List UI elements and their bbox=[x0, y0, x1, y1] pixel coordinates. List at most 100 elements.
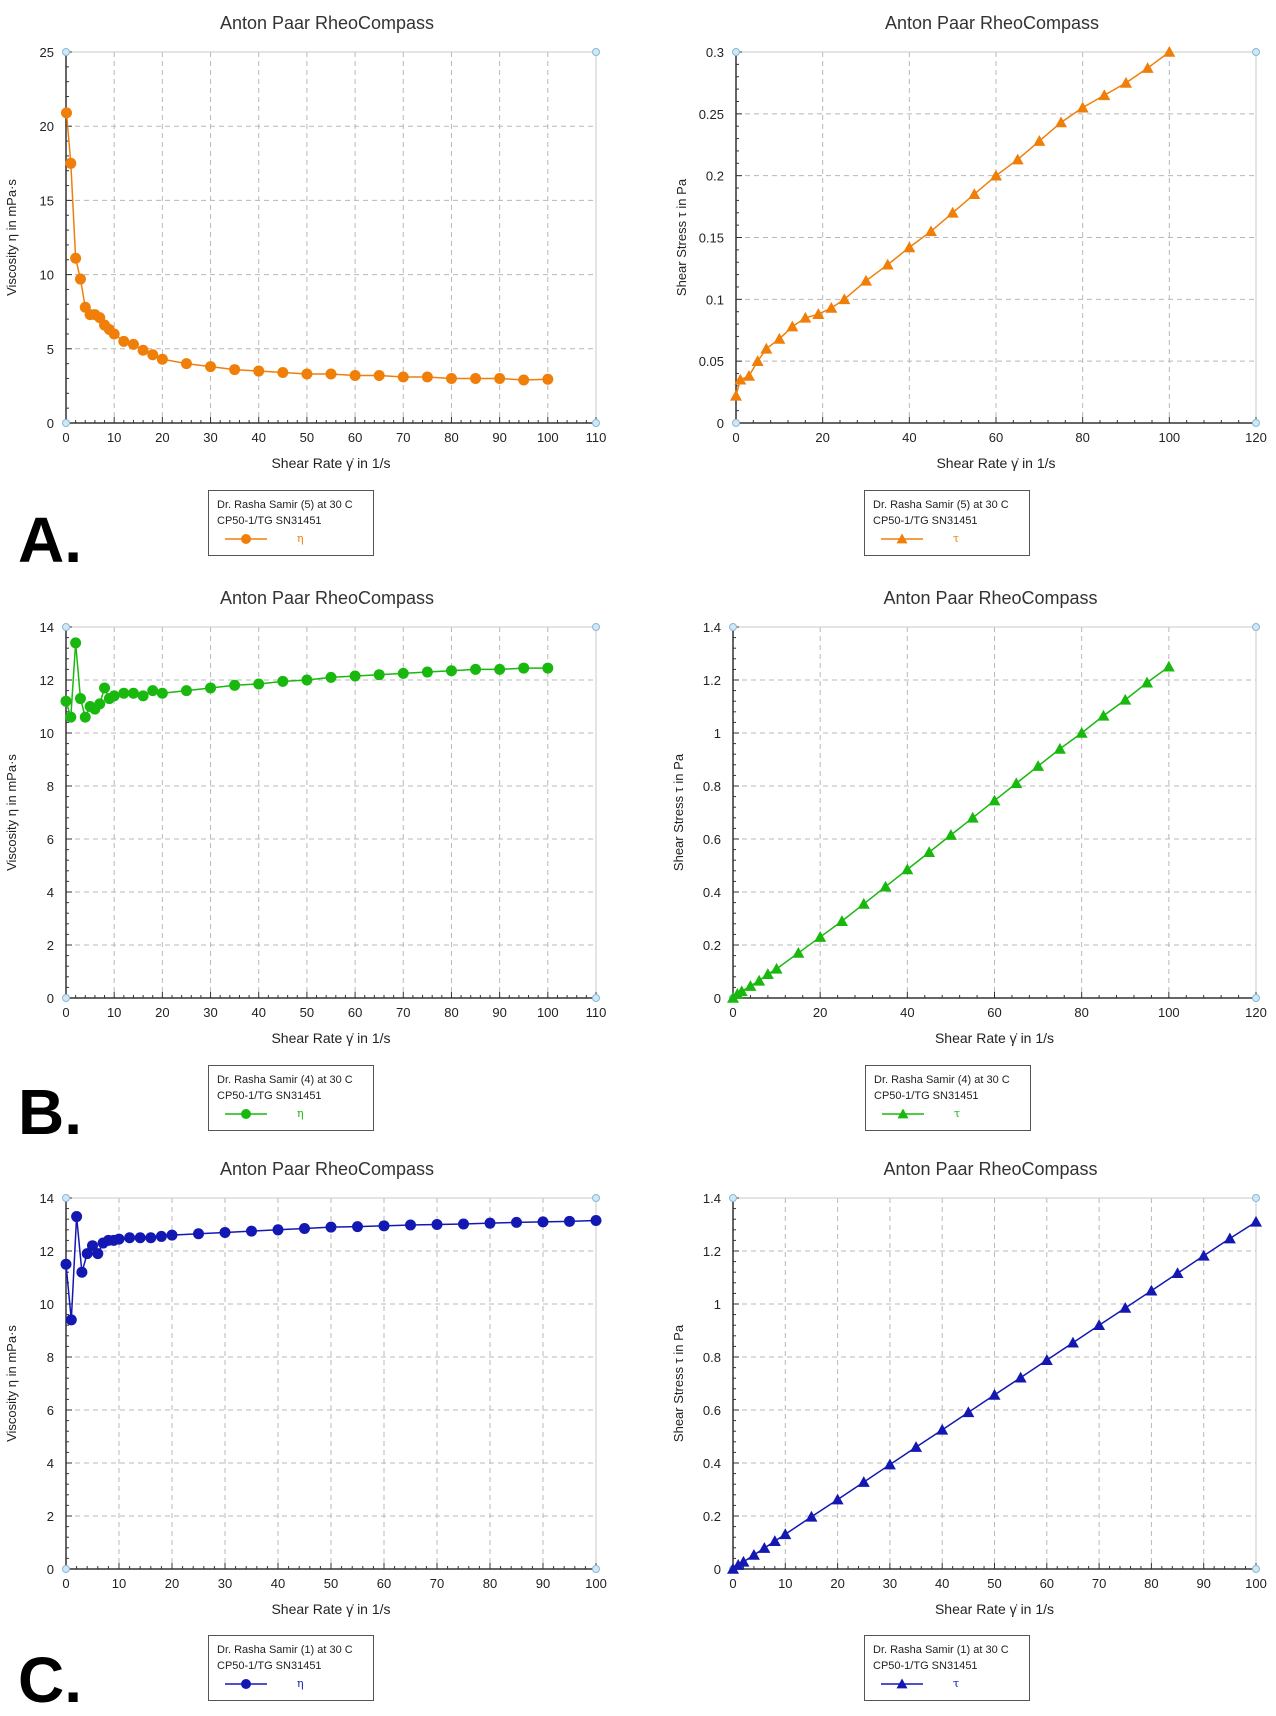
x-tick-label: 10 bbox=[112, 1576, 126, 1591]
data-point bbox=[65, 157, 77, 169]
y-tick-label: 8 bbox=[47, 1350, 54, 1365]
data-point bbox=[156, 353, 168, 365]
y-tick-label: 0.6 bbox=[703, 832, 721, 847]
axis-corner-handle bbox=[592, 994, 600, 1002]
x-tick-label: 10 bbox=[107, 1005, 121, 1020]
y-tick-label: 1.4 bbox=[703, 1191, 721, 1206]
legend-text: CP50-1/TG SN31451 bbox=[217, 1090, 322, 1102]
x-tick-label: 0 bbox=[732, 430, 739, 445]
data-point bbox=[373, 669, 385, 681]
data-point bbox=[962, 1406, 975, 1418]
data-point bbox=[946, 206, 959, 218]
data-point bbox=[768, 1535, 781, 1546]
data-point bbox=[219, 1226, 231, 1238]
x-tick-label: 70 bbox=[396, 430, 410, 445]
data-point bbox=[825, 301, 838, 313]
data-point bbox=[542, 373, 554, 385]
data-point bbox=[99, 319, 111, 331]
legend-series-name: η bbox=[297, 1107, 304, 1120]
legend-series-name: η bbox=[297, 1677, 304, 1690]
legend-box: Dr. Rasha Samir (1) at 30 C CP50-1/TG SN3… bbox=[208, 1635, 374, 1701]
x-tick-label: 60 bbox=[348, 430, 362, 445]
data-point bbox=[747, 1548, 760, 1560]
x-tick-label: 30 bbox=[203, 430, 217, 445]
data-point bbox=[990, 169, 1002, 181]
y-tick-label: 25 bbox=[40, 45, 54, 60]
data-point bbox=[737, 1555, 750, 1567]
y-tick-label: 15 bbox=[40, 193, 54, 208]
y-tick-label: 12 bbox=[40, 673, 54, 688]
axis-corner-handle bbox=[62, 48, 70, 56]
y-tick-label: 1.2 bbox=[703, 1244, 721, 1259]
data-point bbox=[147, 685, 159, 697]
data-point bbox=[113, 1233, 125, 1245]
x-tick-label: 80 bbox=[1075, 430, 1089, 445]
data-point bbox=[92, 1248, 104, 1260]
legend-box: Dr. Rasha Samir (5) at 30 C CP50-1/TG SN3… bbox=[208, 490, 374, 556]
x-tick-label: 120 bbox=[1245, 430, 1267, 445]
y-tick-label: 4 bbox=[47, 885, 54, 900]
data-point bbox=[1120, 76, 1132, 88]
data-point bbox=[1076, 101, 1089, 113]
panel-letter-a: A. bbox=[18, 504, 82, 576]
x-axis-label: Shear Rate γ̇ in 1/s bbox=[271, 455, 390, 471]
y-tick-label: 1 bbox=[714, 1297, 721, 1312]
data-point bbox=[494, 372, 506, 384]
y-tick-label: 6 bbox=[47, 832, 54, 847]
data-point bbox=[205, 361, 217, 373]
axis-corner-handle bbox=[1252, 48, 1260, 56]
data-point bbox=[860, 274, 872, 286]
data-point bbox=[352, 1221, 363, 1233]
legend-text: CP50-1/TG SN31451 bbox=[874, 1090, 979, 1102]
data-point bbox=[458, 1218, 469, 1230]
axis-corner-handle bbox=[732, 419, 740, 427]
plot-frame bbox=[65, 51, 597, 424]
data-point bbox=[1163, 46, 1176, 57]
data-point bbox=[65, 711, 77, 723]
data-point bbox=[71, 1211, 83, 1223]
x-tick-label: 110 bbox=[586, 1005, 607, 1020]
data-point bbox=[127, 338, 139, 350]
data-point bbox=[79, 301, 91, 313]
data-point bbox=[1075, 727, 1088, 738]
data-point bbox=[81, 1248, 93, 1260]
data-point bbox=[590, 1215, 602, 1227]
plot-frame bbox=[65, 626, 597, 999]
data-point bbox=[1055, 116, 1067, 128]
legend-series-name: τ bbox=[954, 1107, 961, 1120]
x-tick-label: 100 bbox=[537, 430, 559, 445]
data-point bbox=[1040, 1354, 1053, 1365]
axis-corner-handle bbox=[592, 419, 600, 427]
y-tick-label: 12 bbox=[40, 1244, 54, 1259]
axis-corner-handle bbox=[62, 419, 70, 427]
x-tick-label: 60 bbox=[987, 1005, 1001, 1020]
x-axis-label: Shear Rate γ̇ in 1/s bbox=[936, 455, 1055, 471]
x-tick-label: 0 bbox=[729, 1005, 736, 1020]
y-tick-label: 1.2 bbox=[703, 673, 721, 688]
data-point bbox=[1162, 660, 1175, 672]
axis-corner-handle bbox=[592, 48, 600, 56]
data-point bbox=[272, 1224, 284, 1236]
data-point bbox=[484, 1217, 496, 1229]
legend-box: Dr. Rasha Samir (4) at 30 C CP50-1/TG SN3… bbox=[865, 1065, 1031, 1131]
data-point bbox=[1119, 1301, 1132, 1313]
data-point bbox=[734, 373, 747, 385]
data-point bbox=[103, 324, 115, 336]
x-tick-label: 70 bbox=[430, 1576, 444, 1591]
data-point bbox=[1010, 777, 1023, 789]
data-point bbox=[1053, 742, 1066, 754]
data-point bbox=[470, 663, 482, 675]
legend-text: Dr. Rasha Samir (5) at 30 C bbox=[217, 499, 353, 511]
legend-key: τ bbox=[874, 1106, 1022, 1122]
data-point bbox=[70, 637, 82, 649]
data-point bbox=[65, 1314, 77, 1326]
data-point bbox=[108, 328, 120, 340]
data-point bbox=[753, 974, 766, 986]
y-tick-label: 0.8 bbox=[703, 1350, 721, 1365]
data-point bbox=[923, 846, 936, 858]
legend-box: Dr. Rasha Samir (1) at 30 C CP50-1/TG SN3… bbox=[864, 1635, 1030, 1701]
y-axis-label: Shear Stress τ in Pa bbox=[674, 178, 689, 296]
